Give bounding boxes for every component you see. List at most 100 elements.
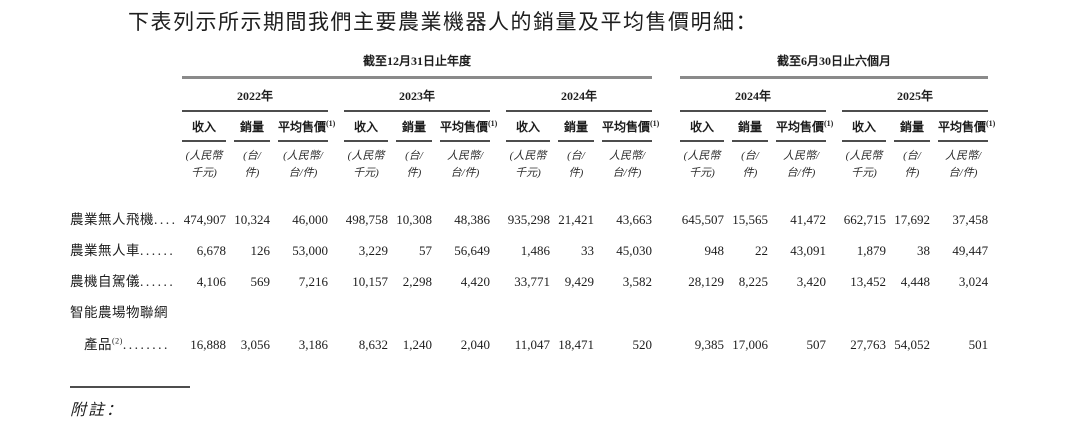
row-label: 智能農場物聯網 [70,305,168,321]
units-row: (人民幣 千元) (台/件) (人民幣/台/件) (人民幣 千元) (台/件) 人民… [70,142,988,182]
unit-label-asp: 人民幣/台/件) [608,150,646,180]
value-cell: 935,298 [507,212,550,228]
value-cell: 9,429 [564,274,594,290]
year-header-2022: 2022年 [174,79,328,112]
unit-label-asp: 人民幣/台/件) [446,150,484,180]
value-cell: 8,632 [358,337,388,353]
value-cell: 4,420 [460,274,490,290]
value-cell: 2,298 [402,274,432,290]
value-cell: 498,758 [345,212,388,228]
value-cell: 33,771 [514,274,550,290]
value-cell: 43,091 [790,243,826,259]
notes-heading: 附註： [70,402,125,419]
value-cell: 3,229 [358,243,388,259]
value-cell: 9,385 [694,337,724,353]
unit-label-revenue: (人民幣 千元) [185,150,223,180]
value-cell: 21,421 [558,212,594,228]
column-spacer [490,230,498,261]
value-cell: 15,565 [732,212,768,228]
value-cell: 54,052 [894,337,930,353]
unit-label-asp: 人民幣/台/件) [782,150,820,180]
column-spacer [328,79,336,112]
table-row-autopilot: 農機自駕儀...... 4,106 569 7,216 10,157 2,298… [70,261,988,292]
value-cell: 48,386 [454,212,490,228]
value-cell: 11,047 [514,337,550,353]
column-spacer [328,230,336,261]
column-header-asp: 平均售價(1) [270,112,335,142]
value-cell: 53,000 [292,243,328,259]
column-header-asp: 平均售價(1) [594,112,659,142]
row-label: 農業無人飛機.... [70,212,178,228]
value-cell: 4,448 [900,274,930,290]
column-spacer [328,321,336,355]
value-cell: 18,471 [558,337,594,353]
value-cell: 45,030 [616,243,652,259]
column-spacer [490,321,498,355]
column-spacer [328,142,336,182]
corner-cell [70,142,174,182]
value-cell: 17,692 [894,212,930,228]
value-cell: 645,507 [681,212,724,228]
corner-cell [70,79,174,112]
value-cell: 3,186 [298,337,328,353]
value-cell: 126 [250,243,271,259]
column-spacer [826,182,834,230]
value-cell: 22 [755,243,768,259]
value-cell: 56,649 [454,243,490,259]
column-spacer [490,142,498,182]
unit-label-revenue: (人民幣 千元) [347,150,385,180]
year-header-2024-interim: 2024年 [672,79,826,112]
column-header-volume: 銷量 [550,112,594,142]
column-spacer [328,261,336,292]
value-cell: 569 [250,274,271,290]
unit-label-volume: (台/件) [243,150,261,180]
column-spacer [652,79,672,112]
sales-asp-table: 截至12月31日止年度 截至6月30日止六個月 2022年 2023年 2024… [70,52,995,355]
value-cell: 38 [917,243,930,259]
value-cell: 41,472 [790,212,826,228]
column-header-volume: 銷量 [886,112,930,142]
table-row-iot-label: 智能農場物聯網 [70,292,988,321]
period-header-row: 截至12月31日止年度 截至6月30日止六個月 [70,52,989,79]
table-row-vehicle: 農業無人車...... 6,678 126 53,000 3,229 57 56… [70,230,988,261]
column-header-revenue: 收入 [672,112,724,142]
value-cell: 16,888 [190,337,226,353]
column-spacer [652,230,672,261]
value-cell: 507 [806,337,827,353]
column-spacer [652,321,672,355]
value-cell: 501 [968,337,989,353]
corner-cell [70,52,174,79]
footnote-divider [70,386,190,388]
column-spacer [826,230,834,261]
column-header-volume: 銷量 [388,112,432,142]
value-cell: 43,663 [616,212,652,228]
value-cell: 7,216 [298,274,328,290]
value-cell: 3,056 [240,337,270,353]
value-cell: 474,907 [183,212,226,228]
column-spacer [826,142,834,182]
value-cell: 13,452 [850,274,886,290]
unit-label-volume: (台/件) [903,150,921,180]
value-cell: 57 [419,243,432,259]
value-cell: 520 [632,337,653,353]
column-spacer [826,321,834,355]
page-title: 下表列示所示期間我們主要農業機器人的銷量及平均售價明細： [128,10,758,34]
value-cell: 8,225 [738,274,768,290]
period-header-annual: 截至12月31日止年度 [174,52,652,79]
value-cell: 3,420 [796,274,826,290]
value-cell: 1,486 [520,243,550,259]
value-cell: 4,106 [196,274,226,290]
year-header-row: 2022年 2023年 2024年 2024年 2025年 [70,79,989,112]
value-cell: 10,324 [234,212,270,228]
value-cell: 1,879 [856,243,886,259]
value-cell: 10,308 [396,212,432,228]
unit-label-revenue: (人民幣 千元) [845,150,883,180]
column-header-volume: 銷量 [724,112,768,142]
column-header-revenue: 收入 [336,112,388,142]
value-cell: 662,715 [843,212,886,228]
column-spacer [826,79,834,112]
value-cell: 6,678 [196,243,226,259]
value-cell: 17,006 [732,337,768,353]
column-header-revenue: 收入 [834,112,886,142]
row-label: 農機自駕儀...... [70,274,176,290]
